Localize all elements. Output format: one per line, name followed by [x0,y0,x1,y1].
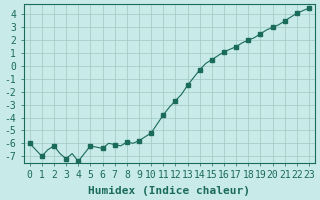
X-axis label: Humidex (Indice chaleur): Humidex (Indice chaleur) [88,186,250,196]
